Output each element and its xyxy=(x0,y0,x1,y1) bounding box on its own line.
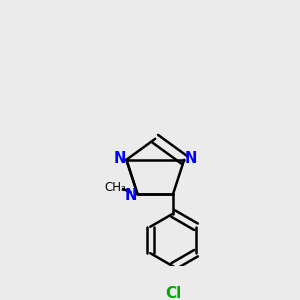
Text: CH₃: CH₃ xyxy=(104,181,126,194)
Text: N: N xyxy=(114,151,126,166)
Text: N: N xyxy=(184,151,197,166)
Text: N: N xyxy=(124,188,137,202)
Text: Cl: Cl xyxy=(165,286,181,300)
